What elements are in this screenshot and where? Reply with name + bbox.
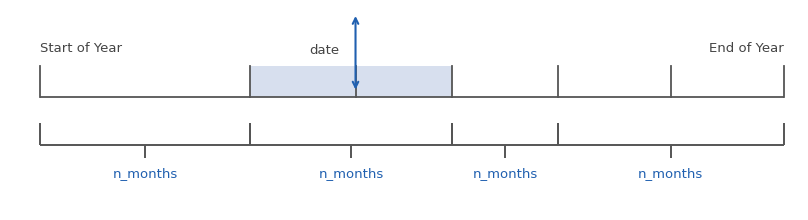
Text: End of Year: End of Year bbox=[709, 42, 784, 55]
Text: n_months: n_months bbox=[113, 167, 178, 180]
Bar bbox=[250, 66, 452, 97]
Text: n_months: n_months bbox=[638, 167, 703, 180]
Text: n_months: n_months bbox=[473, 167, 537, 180]
Text: date: date bbox=[309, 44, 339, 57]
Text: Start of Year: Start of Year bbox=[40, 42, 122, 55]
Text: n_months: n_months bbox=[319, 167, 384, 180]
